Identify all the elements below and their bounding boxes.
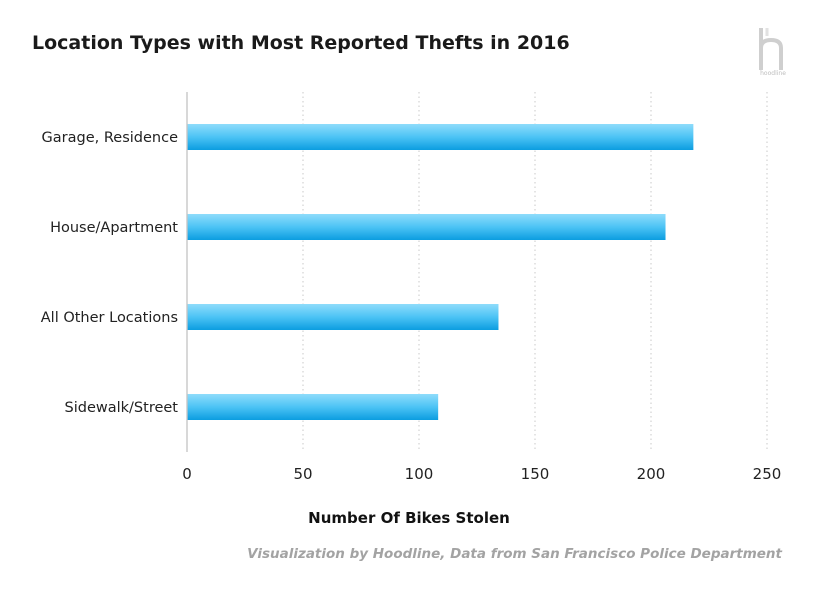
- bar: [187, 124, 694, 150]
- bar: [187, 214, 666, 240]
- bars: [187, 124, 694, 420]
- bar: [187, 394, 439, 420]
- x-tick-label: 250: [753, 465, 782, 483]
- credit-line: Visualization by Hoodline, Data from San…: [247, 546, 782, 562]
- x-tick-label: 0: [182, 465, 192, 483]
- bar: [187, 304, 499, 330]
- category-label: Garage, Residence: [42, 130, 179, 146]
- category-labels: Garage, Residence House/Apartment All Othe…: [41, 130, 179, 416]
- hoodline-logo: [752, 26, 792, 78]
- category-label: House/Apartment: [50, 220, 178, 236]
- x-tick-label: 100: [405, 465, 434, 483]
- x-tick-label: 150: [521, 465, 550, 483]
- category-label: Sidewalk/Street: [65, 400, 179, 416]
- logo-wordmark: hoodline: [760, 70, 786, 77]
- category-label: All Other Locations: [41, 310, 178, 326]
- x-tick-label: 200: [637, 465, 666, 483]
- gridlines: [302, 92, 768, 452]
- chart-title: Location Types with Most Reported Thefts…: [32, 32, 570, 54]
- x-axis-label: Number Of Bikes Stolen: [308, 509, 510, 527]
- x-tick-label: 50: [293, 465, 312, 483]
- x-tick-labels: 0 50 100 150 200 250: [182, 465, 781, 483]
